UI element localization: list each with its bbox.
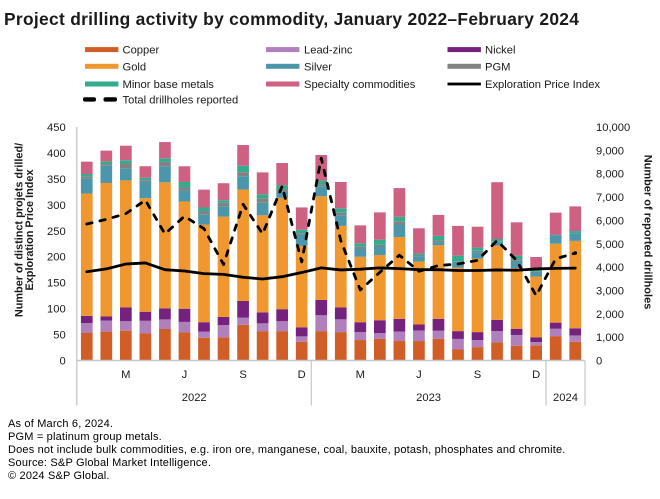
svg-text:Exploration Price Index: Exploration Price Index [24, 169, 36, 290]
svg-text:450: 450 [47, 122, 66, 134]
svg-text:M: M [356, 369, 365, 381]
svg-text:400: 400 [47, 148, 66, 160]
svg-text:Number of reported drillholes: Number of reported drillholes [642, 155, 654, 310]
svg-text:J: J [416, 369, 422, 381]
svg-text:2,000: 2,000 [596, 309, 624, 321]
svg-text:10,000: 10,000 [596, 122, 630, 134]
svg-text:100: 100 [47, 304, 66, 316]
svg-text:200: 200 [47, 252, 66, 264]
svg-text:Does not include bulk commodit: Does not include bulk commodities, e.g. … [8, 444, 566, 456]
svg-text:Specialty commodities: Specialty commodities [304, 79, 416, 91]
svg-text:M: M [121, 369, 130, 381]
svg-text:Nickel: Nickel [485, 45, 515, 57]
svg-text:Gold: Gold [123, 61, 147, 73]
svg-text:PGM = platinum group metals.: PGM = platinum group metals. [8, 431, 162, 443]
svg-text:S: S [474, 369, 481, 381]
svg-text:9,000: 9,000 [596, 145, 624, 157]
svg-text:4,000: 4,000 [596, 262, 624, 274]
svg-text:300: 300 [47, 200, 66, 212]
svg-text:8,000: 8,000 [596, 169, 624, 181]
svg-text:As of March 6, 2024.: As of March 6, 2024. [8, 418, 113, 430]
svg-text:5,000: 5,000 [596, 239, 624, 251]
svg-text:PGM: PGM [485, 61, 510, 73]
svg-text:© 2024 S&P Global.: © 2024 S&P Global. [8, 470, 110, 482]
svg-text:2024: 2024 [553, 392, 578, 404]
svg-text:6,000: 6,000 [596, 215, 624, 227]
svg-text:Source: S&P Global Market Inte: Source: S&P Global Market Intelligence. [8, 457, 211, 469]
svg-text:J: J [182, 369, 188, 381]
svg-text:3,000: 3,000 [596, 285, 624, 297]
svg-text:D: D [298, 369, 306, 381]
svg-text:1,000: 1,000 [596, 332, 624, 344]
svg-text:S: S [239, 369, 246, 381]
svg-text:Minor base metals: Minor base metals [123, 79, 215, 91]
svg-text:Copper: Copper [123, 45, 160, 57]
svg-text:350: 350 [47, 174, 66, 186]
svg-text:Total drillholes reported: Total drillholes reported [123, 94, 239, 106]
svg-text:Exploration Price Index: Exploration Price Index [485, 79, 600, 91]
svg-text:Project drilling activity by c: Project drilling activity by commodity, … [4, 9, 579, 29]
svg-text:Lead-zinc: Lead-zinc [304, 45, 353, 57]
svg-text:D: D [532, 369, 540, 381]
svg-text:Silver: Silver [304, 61, 332, 73]
svg-text:7,000: 7,000 [596, 192, 624, 204]
svg-text:250: 250 [47, 226, 66, 238]
svg-text:0: 0 [596, 356, 602, 368]
svg-text:150: 150 [47, 278, 66, 290]
svg-text:2023: 2023 [416, 392, 441, 404]
svg-text:50: 50 [53, 330, 65, 342]
svg-text:0: 0 [59, 356, 65, 368]
svg-text:2022: 2022 [182, 392, 207, 404]
